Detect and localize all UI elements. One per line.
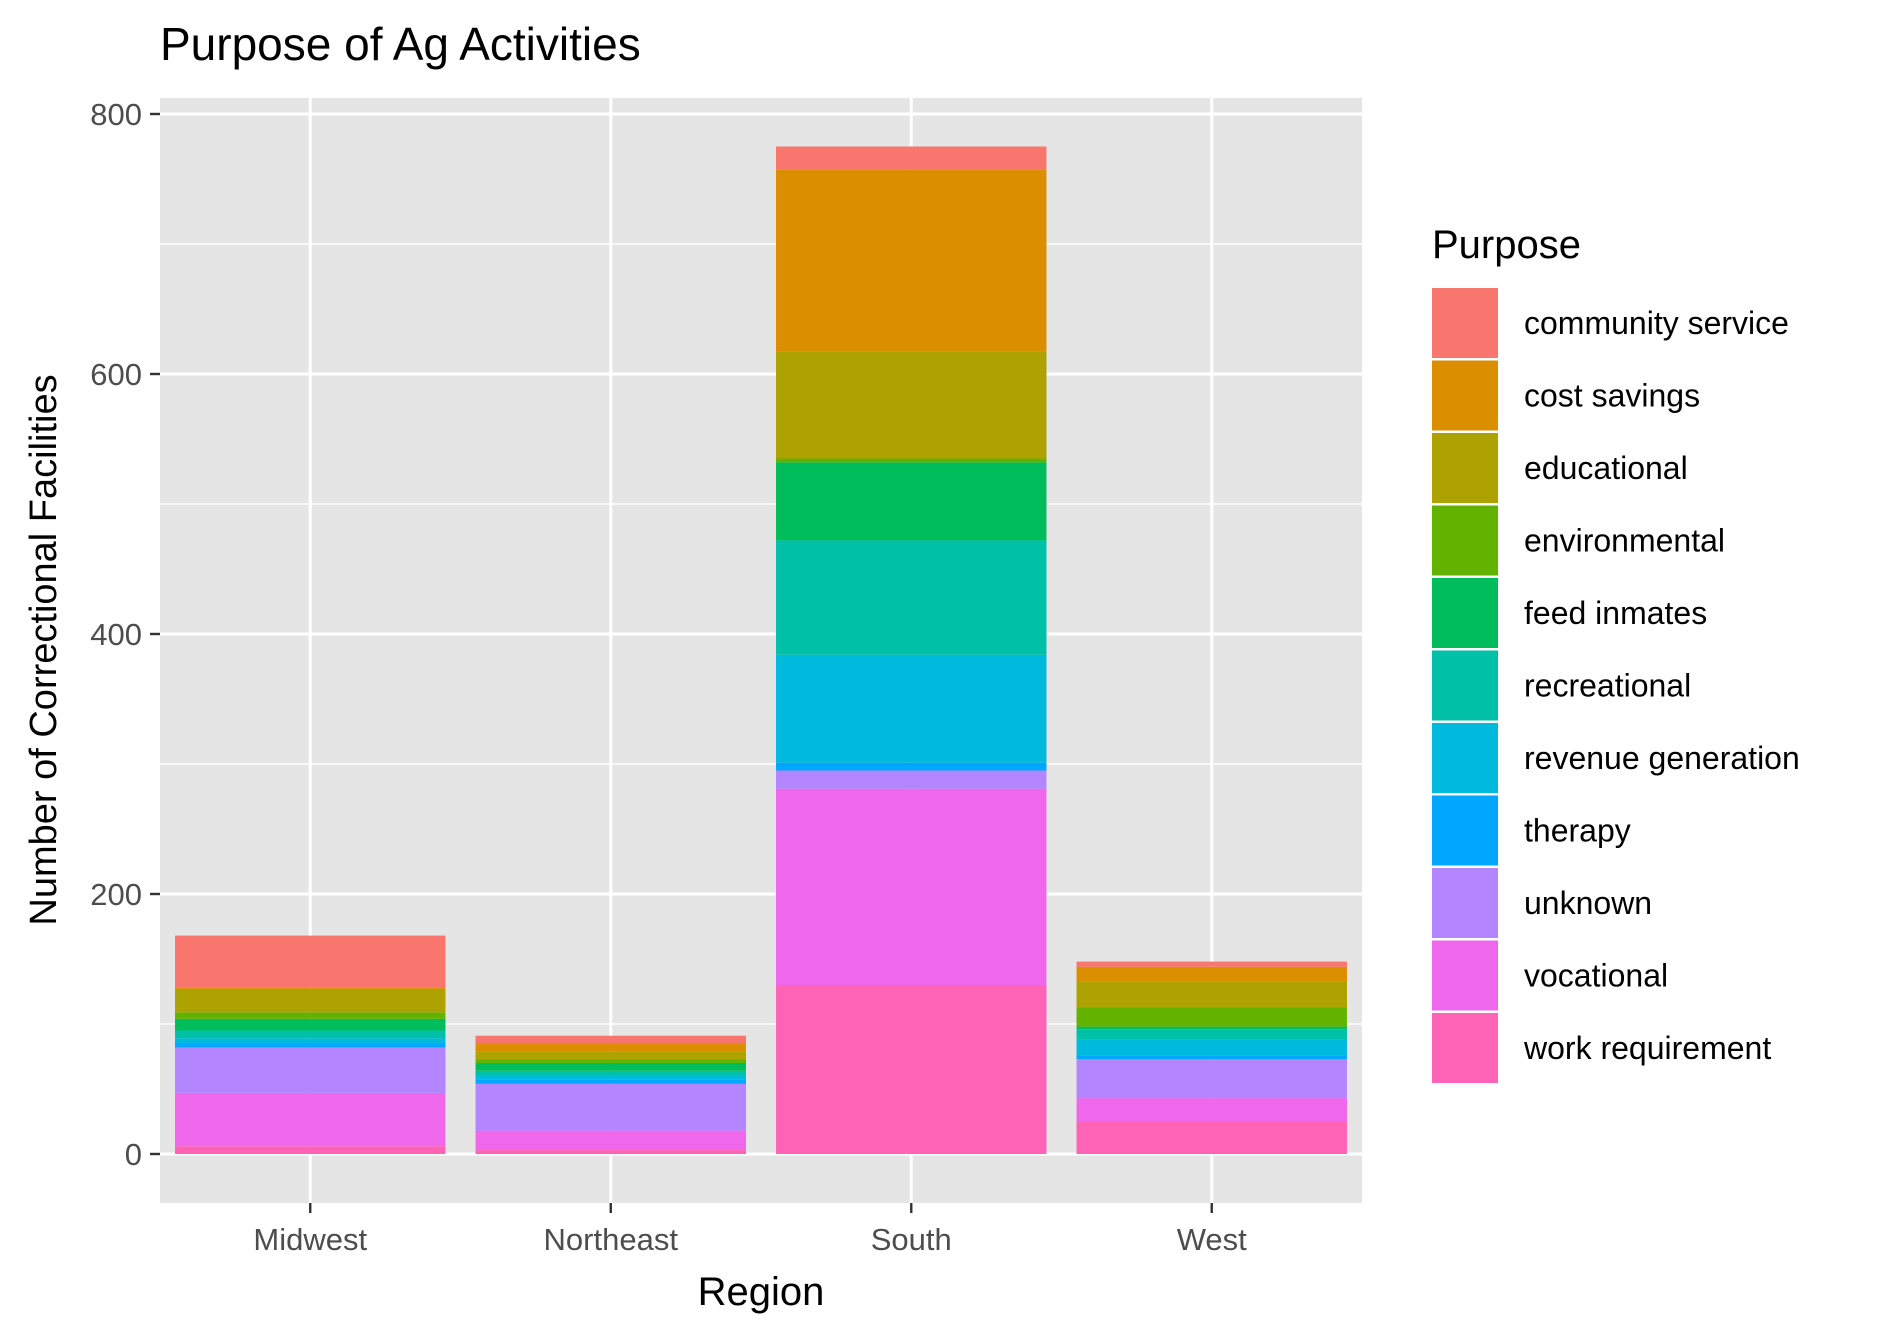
legend-label: community service bbox=[1524, 305, 1789, 341]
bar-segment bbox=[1076, 1026, 1347, 1030]
legend-key bbox=[1432, 868, 1498, 938]
bar-segment bbox=[175, 1092, 446, 1147]
legend-key bbox=[1432, 940, 1498, 1011]
axis-layer: 0 200 400 600 800 Midwest Northeast South West bbox=[90, 97, 1247, 1257]
bar-segment bbox=[776, 351, 1047, 459]
bar-segment bbox=[1076, 961, 1347, 967]
legend-item: vocational bbox=[1432, 940, 1668, 1011]
bar-segment bbox=[1076, 1029, 1347, 1040]
legend-label: work requirement bbox=[1523, 1030, 1771, 1066]
legend-key bbox=[1432, 433, 1498, 503]
bar-segment bbox=[175, 1043, 446, 1048]
bar-segment bbox=[175, 1012, 446, 1019]
bar-segment bbox=[1076, 1059, 1347, 1099]
legend-key bbox=[1432, 578, 1498, 648]
bar-segment bbox=[776, 458, 1047, 463]
y-tick-label: 800 bbox=[90, 97, 142, 132]
legend-key bbox=[1432, 1013, 1498, 1083]
bar-segment bbox=[776, 540, 1047, 655]
bar-segment bbox=[776, 762, 1047, 771]
bar-segment bbox=[1076, 1121, 1347, 1154]
legend-title: Purpose bbox=[1432, 223, 1581, 267]
bar-segment bbox=[776, 146, 1047, 170]
legend-item: feed inmates bbox=[1432, 578, 1707, 648]
bar-segment bbox=[1076, 966, 1347, 982]
bar-segment bbox=[475, 1043, 746, 1052]
bar-layer bbox=[175, 146, 1347, 1154]
legend-label: feed inmates bbox=[1524, 595, 1707, 631]
legend-label: vocational bbox=[1524, 958, 1668, 994]
legend-key bbox=[1432, 650, 1498, 721]
legend-item: therapy bbox=[1432, 795, 1631, 866]
bar-segment bbox=[175, 987, 446, 989]
bar-segment bbox=[175, 935, 446, 988]
bar-segment bbox=[1076, 981, 1347, 1008]
bar-segment bbox=[475, 1130, 746, 1151]
legend-item: work requirement bbox=[1432, 1013, 1771, 1083]
legend-item: environmental bbox=[1432, 505, 1725, 576]
bar-segment bbox=[475, 1079, 746, 1084]
bar-segment bbox=[776, 462, 1047, 541]
bar-segment bbox=[175, 1146, 446, 1154]
legend-key bbox=[1432, 360, 1498, 431]
bar-segment bbox=[175, 988, 446, 1013]
legend-item: recreational bbox=[1432, 650, 1691, 721]
legend-label: unknown bbox=[1524, 885, 1652, 921]
x-tick-label: South bbox=[871, 1222, 952, 1257]
legend-label: recreational bbox=[1524, 668, 1691, 704]
bar-segment bbox=[776, 654, 1047, 763]
bar-segment bbox=[175, 1038, 446, 1044]
x-axis-label: Region bbox=[698, 1270, 825, 1314]
bar-segment bbox=[475, 1076, 746, 1080]
legend-label: therapy bbox=[1524, 813, 1631, 849]
x-tick-label: Northeast bbox=[544, 1222, 679, 1257]
bar-segment bbox=[475, 1083, 746, 1131]
y-tick-label: 400 bbox=[90, 617, 142, 652]
bar-segment bbox=[1076, 1007, 1347, 1027]
bar-segment bbox=[475, 1035, 746, 1044]
bar-segment bbox=[776, 169, 1047, 352]
y-axis-label: Number of Correctional Facilities bbox=[23, 374, 65, 925]
legend-label: cost savings bbox=[1524, 378, 1700, 414]
legend-label: environmental bbox=[1524, 523, 1725, 559]
bar-segment bbox=[175, 1030, 446, 1039]
legend-item: cost savings bbox=[1432, 360, 1700, 431]
legend-key bbox=[1432, 795, 1498, 866]
legend-label: educational bbox=[1524, 450, 1688, 486]
legend-key bbox=[1432, 723, 1498, 793]
bar-segment bbox=[175, 1047, 446, 1093]
bar-segment bbox=[776, 788, 1047, 985]
chart-title: Purpose of Ag Activities bbox=[160, 18, 641, 70]
legend: Purpose community service cost savings edu… bbox=[1432, 223, 1800, 1083]
x-tick-label: Midwest bbox=[253, 1222, 367, 1257]
bar-segment bbox=[776, 770, 1047, 789]
bar-segment bbox=[475, 1051, 746, 1060]
bar-segment bbox=[1076, 1098, 1347, 1122]
bar-segment bbox=[1076, 1055, 1347, 1060]
y-tick-label: 600 bbox=[90, 357, 142, 392]
y-tick-label: 200 bbox=[90, 877, 142, 912]
legend-key bbox=[1432, 288, 1498, 358]
bar-segment bbox=[475, 1070, 746, 1076]
bar-segment bbox=[175, 1018, 446, 1031]
legend-item: educational bbox=[1432, 433, 1688, 503]
legend-item: revenue generation bbox=[1432, 723, 1800, 793]
legend-key bbox=[1432, 505, 1498, 576]
bar-segment bbox=[475, 1059, 746, 1063]
legend-item: community service bbox=[1432, 288, 1789, 358]
legend-item: unknown bbox=[1432, 868, 1652, 938]
bar-segment bbox=[1076, 1039, 1347, 1056]
bar-segment bbox=[475, 1063, 746, 1071]
y-tick-label: 0 bbox=[125, 1137, 142, 1172]
bar-segment bbox=[475, 1150, 746, 1154]
x-tick-label: West bbox=[1177, 1222, 1247, 1257]
bar-segment bbox=[776, 985, 1047, 1154]
legend-label: revenue generation bbox=[1524, 740, 1800, 776]
